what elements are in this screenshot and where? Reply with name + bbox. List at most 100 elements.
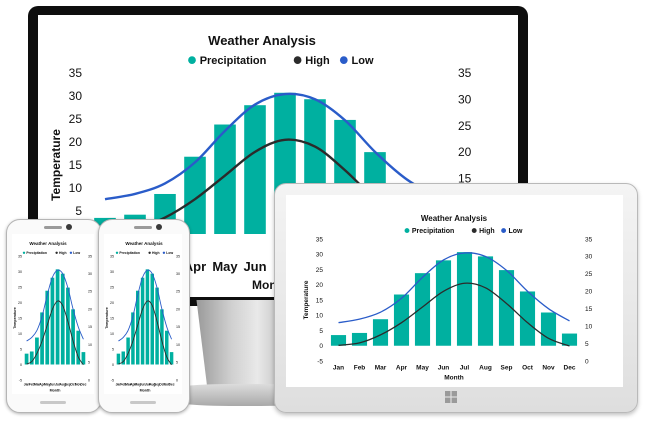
y-tick-label: 5 — [112, 347, 114, 351]
y2-tick-label: 5 — [585, 341, 589, 348]
phone-home-bar[interactable] — [40, 401, 66, 404]
series-line-low — [104, 92, 436, 201]
y-tick-label: 25 — [110, 285, 114, 289]
bar-precipitation-apr — [40, 312, 44, 365]
y-tick-label: 10 — [18, 332, 22, 336]
bar-precipitation-mar — [372, 319, 389, 346]
legend-label-low: Low — [509, 228, 524, 235]
x-tick-label-sep: Sep — [65, 383, 71, 387]
legend-label-precipitation: Precipitation — [26, 251, 47, 255]
legend-marker-precipitation — [188, 56, 196, 64]
phone-camera-icon — [66, 224, 72, 230]
y2-tick-label: 15 — [88, 325, 92, 329]
bar-precipitation-sep — [498, 270, 515, 346]
x-tick-label-jun: Jun — [140, 383, 146, 387]
x-tick-label-apr: Apr — [396, 365, 408, 372]
y2-tick-label: 25 — [458, 119, 472, 133]
y-tick-label: -5 — [111, 378, 114, 382]
legend-label-high: High — [305, 55, 330, 67]
x-axis-label: Month — [50, 389, 61, 393]
bar-precipitation-jul — [145, 269, 150, 365]
tablet-screen: Weather Analysis Precipitation High Low -5 0 5… — [286, 195, 623, 387]
chart-title: Weather Analysis — [421, 214, 488, 223]
phone-camera-icon — [156, 224, 162, 230]
y2-tick-label: 30 — [176, 272, 180, 276]
y-tick-label: -5 — [317, 358, 323, 365]
y-tick-label: 35 — [110, 254, 114, 258]
x-tick-label-jun: Jun — [49, 383, 55, 387]
legend-marker-low — [501, 228, 507, 233]
x-tick-label-mar: Mar — [125, 383, 132, 387]
x-tick-label-may: May — [416, 365, 429, 372]
x-tick-label-jan: Jan — [24, 383, 30, 387]
y2-tick-label: 15 — [585, 306, 593, 313]
tablet-chart: Weather Analysis Precipitation High Low -5 0 5… — [303, 214, 593, 382]
x-tick-label-dec: Dec — [169, 383, 175, 387]
phone-screen-left: Weather Analysis Precipitation High Low -5 0 5… — [12, 234, 94, 394]
y-axis-label: Temperature — [13, 307, 17, 329]
x-tick-label-dec: Dec — [80, 383, 86, 387]
y-tick-label: 20 — [18, 301, 22, 305]
series-line-high — [338, 282, 570, 347]
legend-marker-low — [69, 251, 73, 254]
x-tick-label-oct: Oct — [522, 365, 534, 372]
phone-speaker-icon — [44, 226, 62, 229]
y-tick-label: 30 — [110, 270, 114, 274]
legend-label-high: High — [59, 251, 67, 255]
legend-marker-precipitation — [404, 228, 410, 233]
y2-tick-label: 35 — [88, 254, 92, 258]
windows-logo-icon[interactable] — [445, 391, 457, 403]
x-tick-label-jul: Jul — [55, 383, 60, 387]
y2-tick-label: 30 — [88, 272, 92, 276]
bar-precipitation-nov — [165, 330, 169, 365]
x-tick-label-may: May — [135, 383, 142, 387]
legend-marker-high — [55, 251, 58, 254]
legend-label-precipitation: Precipitation — [412, 228, 454, 235]
y-tick-label: 35 — [316, 236, 324, 243]
x-tick-label-nov: Nov — [75, 383, 81, 387]
y2-tick-label: 5 — [176, 361, 178, 365]
bar-precipitation-dec — [81, 352, 86, 365]
bar-precipitation-jun — [140, 277, 145, 365]
y-tick-label: 20 — [69, 135, 83, 149]
phone-screen-right: Weather Analysis Precipitation High Low -5 0 5… — [104, 234, 182, 394]
y2-tick-label: 30 — [458, 92, 472, 106]
bar-precipitation-jan — [116, 353, 121, 365]
y2-tick-label: 10 — [88, 343, 92, 347]
phone-chart-right: Weather Analysis Precipitation High Low -5 0 5… — [105, 241, 180, 393]
bar-precipitation-jun — [244, 105, 266, 234]
phone-home-bar[interactable] — [130, 401, 156, 404]
y-tick-label: 25 — [316, 267, 324, 274]
y-tick-label: 15 — [316, 297, 324, 304]
series-line-low — [118, 269, 173, 342]
y-tick-label: 0 — [112, 363, 114, 367]
x-tick-label-jan: Jan — [333, 365, 344, 372]
bar-precipitation-may — [45, 290, 50, 365]
y-tick-label: 10 — [110, 332, 114, 336]
bar-precipitation-may — [414, 273, 431, 346]
legend-marker-high — [293, 56, 302, 64]
bar-precipitation-jul — [55, 269, 60, 365]
legend-marker-precipitation — [22, 251, 26, 254]
bar-precipitation-oct — [519, 291, 536, 346]
x-axis-label: Month — [140, 389, 151, 393]
legend-marker-high — [471, 228, 477, 233]
legend-label-low: Low — [166, 251, 173, 255]
bar-precipitation-dec — [561, 333, 578, 346]
bar-precipitation-feb — [121, 351, 125, 365]
x-tick-label-jul: Jul — [460, 365, 470, 372]
y2-tick-label: 30 — [585, 254, 593, 261]
legend-marker-low — [339, 56, 348, 64]
y2-tick-label: 25 — [585, 271, 593, 278]
series-line-high — [26, 300, 84, 366]
x-tick-label-may: May — [212, 259, 238, 274]
x-tick-label-apr: Apr — [39, 383, 45, 387]
y-tick-label: 25 — [69, 112, 83, 126]
legend-label-precipitation: Precipitation — [200, 55, 267, 67]
x-tick-label-jun: Jun — [243, 259, 266, 274]
x-tick-label-jun: Jun — [438, 365, 450, 372]
x-tick-label-feb: Feb — [354, 365, 366, 372]
bar-precipitation-jun — [50, 277, 55, 365]
y-axis-label: Temperature — [105, 307, 109, 329]
legend-label-low: Low — [352, 55, 374, 67]
